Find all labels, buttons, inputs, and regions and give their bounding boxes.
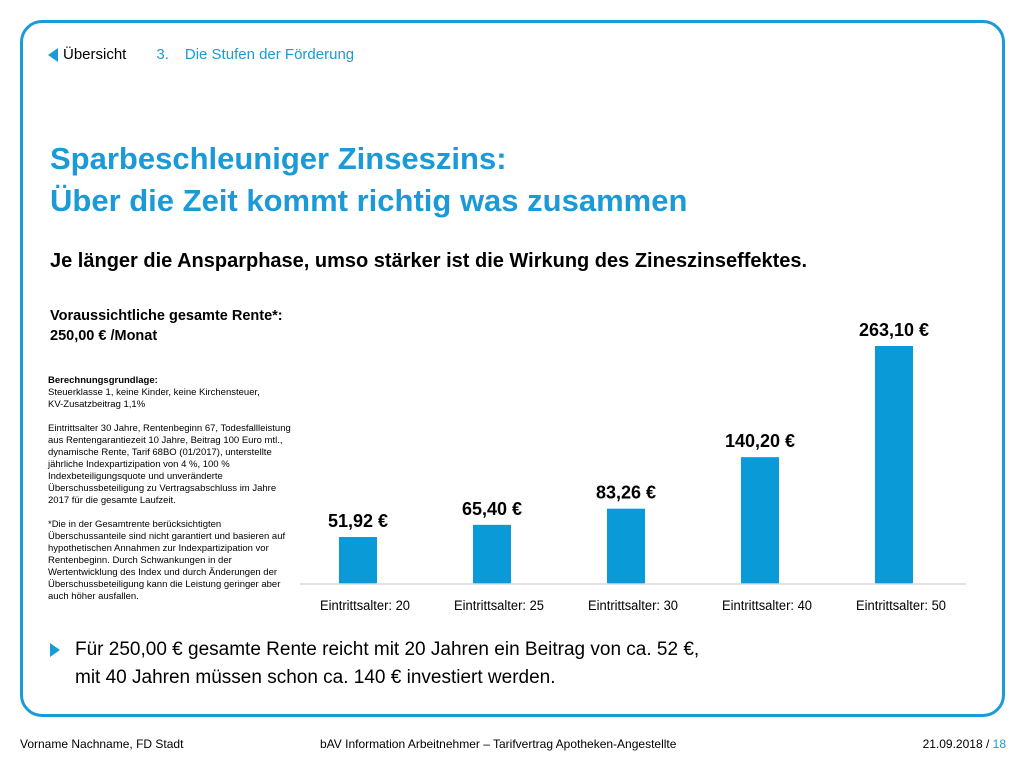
slide-frame xyxy=(20,20,1005,717)
x-tick-label: Eintrittsalter: 30 xyxy=(588,598,678,613)
page-title: Sparbeschleuniger Zinseszins: Über die Z… xyxy=(50,138,687,222)
summary-bullet: Für 250,00 € gesamte Rente reicht mit 20… xyxy=(50,636,699,692)
data-label: 263,10 € xyxy=(859,320,929,340)
rente-label: Voraussichtliche gesamte Rente*: xyxy=(50,308,283,324)
triangle-right-icon xyxy=(50,643,60,657)
data-label: 65,40 € xyxy=(462,499,522,519)
bar xyxy=(473,524,511,584)
data-label: 140,20 € xyxy=(725,431,795,451)
calc-line-2: KV-Zusatzbeitrag 1,1% xyxy=(48,399,146,410)
footer-title: bAV Information Arbeitnehmer – Tarifvert… xyxy=(320,737,677,751)
section-title: Die Stufen der Förderung xyxy=(184,46,355,63)
calc-line-1: Steuerklasse 1, keine Kinder, keine Kirc… xyxy=(48,387,260,398)
bullet-line-2: mit 40 Jahren müssen schon ca. 140 € inv… xyxy=(75,667,556,688)
title-line-1: Sparbeschleuniger Zinseszins: xyxy=(50,141,507,176)
calc-paragraph-2: Eintrittsalter 30 Jahre, Rentenbeginn 67… xyxy=(48,423,291,506)
footer-author: Vorname Nachname, FD Stadt xyxy=(20,737,184,751)
footer-date-page: 21.09.2018 / 18 xyxy=(923,737,1006,751)
data-label: 51,92 € xyxy=(328,511,388,531)
x-tick-label: Eintrittsalter: 25 xyxy=(454,598,544,613)
calculation-notes: Berechnungsgrundlage: Steuerklasse 1, ke… xyxy=(48,375,293,615)
footer-page-number: 18 xyxy=(992,737,1006,751)
rente-value: 250,00 € /Monat xyxy=(50,328,158,344)
title-line-2: Über die Zeit kommt richtig was zusammen xyxy=(50,183,688,218)
bar xyxy=(607,508,645,584)
breadcrumb: Übersicht 3. Die Stufen der Förderung xyxy=(48,46,354,63)
x-tick-label: Eintrittsalter: 40 xyxy=(722,598,812,613)
calc-heading: Berechnungsgrundlage: xyxy=(48,375,158,386)
data-label: 83,26 € xyxy=(596,483,656,503)
calc-paragraph-3: *Die in der Gesamtrente berücksichtigten… xyxy=(48,519,286,602)
triangle-left-icon[interactable] xyxy=(48,47,58,62)
x-tick-label: Eintrittsalter: 20 xyxy=(320,598,410,613)
bar xyxy=(875,346,913,584)
section-number: 3. xyxy=(156,46,169,63)
footer-separator: / xyxy=(982,737,993,751)
overview-link[interactable]: Übersicht xyxy=(63,46,127,63)
bullet-line-1: Für 250,00 € gesamte Rente reicht mit 20… xyxy=(75,639,700,660)
subtitle: Je länger die Ansparphase, umso stärker … xyxy=(50,250,808,272)
footer-date: 21.09.2018 xyxy=(922,737,983,751)
bar xyxy=(339,537,377,584)
rente-box: Voraussichtliche gesamte Rente*: 250,00 … xyxy=(50,306,283,346)
x-tick-label: Eintrittsalter: 50 xyxy=(856,598,946,613)
bar xyxy=(741,457,779,584)
